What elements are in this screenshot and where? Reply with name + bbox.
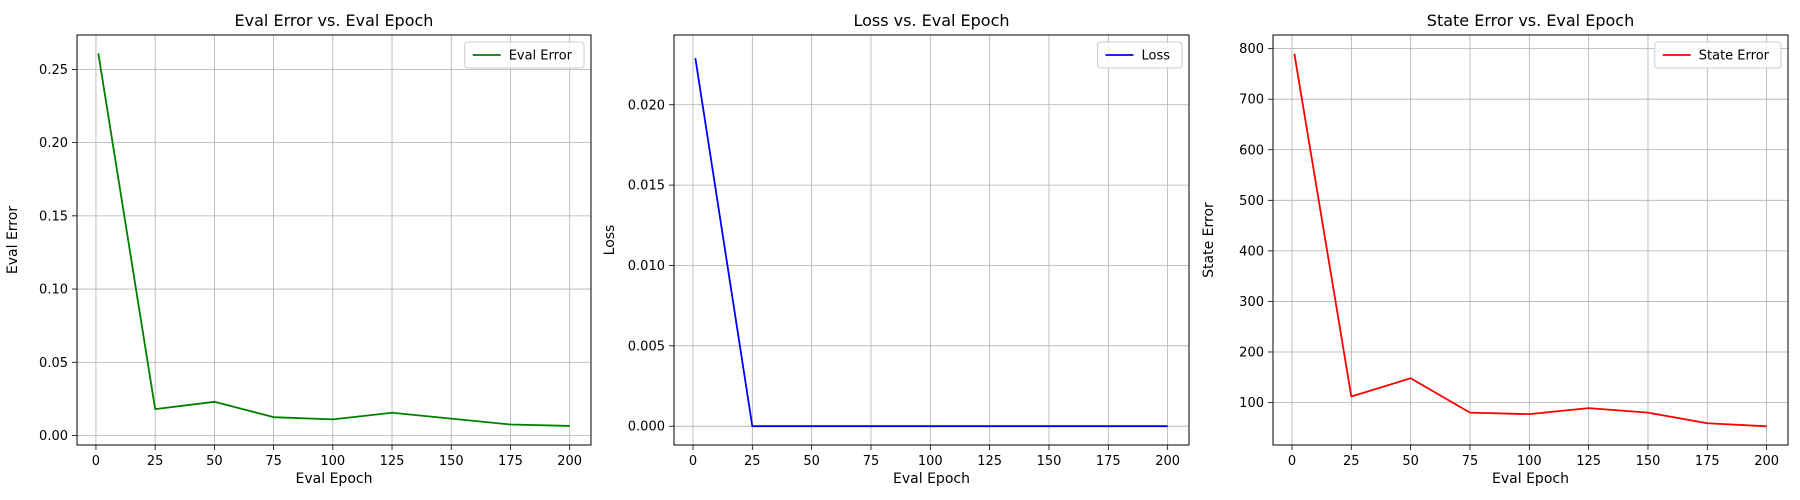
legend-label: State Error xyxy=(1699,49,1770,64)
y-axis-label: State Error xyxy=(1201,202,1217,278)
legend-box xyxy=(464,41,585,69)
y-axis-label: Loss xyxy=(602,225,618,256)
y-tick-label: 0.20 xyxy=(39,136,68,151)
chart-title: Loss vs. Eval Epoch xyxy=(853,11,1009,30)
x-tick-label: 125 xyxy=(1576,454,1601,469)
legend-label: Eval Error xyxy=(509,49,573,64)
x-tick-label: 50 xyxy=(1402,454,1419,469)
y-tick-label: 0.05 xyxy=(39,356,68,371)
y-axis-label: Eval Error xyxy=(5,206,21,274)
x-tick-label: 75 xyxy=(863,454,880,469)
x-tick-label: 50 xyxy=(803,454,820,469)
y-tick-label: 400 xyxy=(1239,244,1264,259)
y-tick-label: 0.020 xyxy=(628,98,665,113)
y-tick-label: 0.000 xyxy=(628,420,665,435)
x-tick-label: 0 xyxy=(1288,454,1296,469)
y-tick-label: 800 xyxy=(1239,42,1264,57)
y-tick-label: 600 xyxy=(1239,143,1264,158)
y-tick-label: 0.15 xyxy=(39,209,68,224)
legend-label: Loss xyxy=(1141,49,1170,64)
x-tick-label: 0 xyxy=(689,454,697,469)
chart-title: State Error vs. Eval Epoch xyxy=(1427,11,1634,30)
x-tick-label: 175 xyxy=(1096,454,1121,469)
legend: State Error xyxy=(1654,41,1782,69)
x-tick-label: 100 xyxy=(1517,454,1542,469)
y-tick-label: 0.010 xyxy=(628,259,665,274)
series-line-1 xyxy=(694,58,1168,428)
y-tick-label: 0.10 xyxy=(39,283,68,298)
y-tick-label: 100 xyxy=(1239,396,1264,411)
plot-area-frame xyxy=(673,34,1190,446)
x-tick-label: 0 xyxy=(92,454,100,469)
legend-box xyxy=(1654,41,1782,69)
y-tick-label: 0.25 xyxy=(39,63,68,78)
y-tick-label: 300 xyxy=(1239,295,1264,310)
x-tick-label: 150 xyxy=(1037,454,1062,469)
y-tick-label: 200 xyxy=(1239,345,1264,360)
x-axis-label: Eval Epoch xyxy=(1492,471,1569,487)
x-tick-label: 25 xyxy=(1343,454,1360,469)
plot-area-frame xyxy=(76,34,592,446)
x-tick-label: 125 xyxy=(380,454,405,469)
y-tick-label: 0.005 xyxy=(628,339,665,354)
x-tick-label: 175 xyxy=(498,454,523,469)
y-tick-label: 0.00 xyxy=(39,429,68,444)
x-tick-label: 50 xyxy=(206,454,223,469)
legend-box xyxy=(1096,41,1183,69)
x-tick-label: 150 xyxy=(1636,454,1661,469)
series-line-1 xyxy=(1293,53,1767,428)
series-line-1 xyxy=(97,53,570,427)
x-tick-label: 125 xyxy=(977,454,1002,469)
x-tick-label: 100 xyxy=(918,454,943,469)
x-tick-label: 25 xyxy=(147,454,164,469)
x-tick-label: 75 xyxy=(1462,454,1479,469)
plot-area-frame xyxy=(1272,34,1789,446)
chart-panel-3: 0 25 50 75 100 125 150 175 200 100 200 300 400 500 600… xyxy=(1201,11,1789,487)
chart-panel-2: 0 25 50 75 100 125 150 175 200 0.000 0.005 0.010 0.0… xyxy=(602,11,1190,487)
chart-panel-1: 0 25 50 75 100 125 150 175 200 0.00 0.05 0.10 0.15 0.… xyxy=(5,11,592,487)
x-tick-label: 25 xyxy=(744,454,761,469)
x-tick-label: 200 xyxy=(1754,454,1779,469)
x-tick-label: 75 xyxy=(265,454,282,469)
y-tick-label: 500 xyxy=(1239,194,1264,209)
x-tick-label: 150 xyxy=(439,454,464,469)
x-tick-label: 175 xyxy=(1695,454,1720,469)
legend: Eval Error xyxy=(464,41,585,69)
legend: Loss xyxy=(1096,41,1183,69)
y-tick-label: 700 xyxy=(1239,93,1264,108)
x-tick-label: 100 xyxy=(320,454,345,469)
y-tick-label: 0.015 xyxy=(628,179,665,194)
x-axis-label: Eval Epoch xyxy=(296,471,373,487)
x-axis-label: Eval Epoch xyxy=(893,471,970,487)
x-tick-label: 200 xyxy=(557,454,582,469)
chart-title: Eval Error vs. Eval Epoch xyxy=(235,11,434,30)
x-tick-label: 200 xyxy=(1155,454,1180,469)
